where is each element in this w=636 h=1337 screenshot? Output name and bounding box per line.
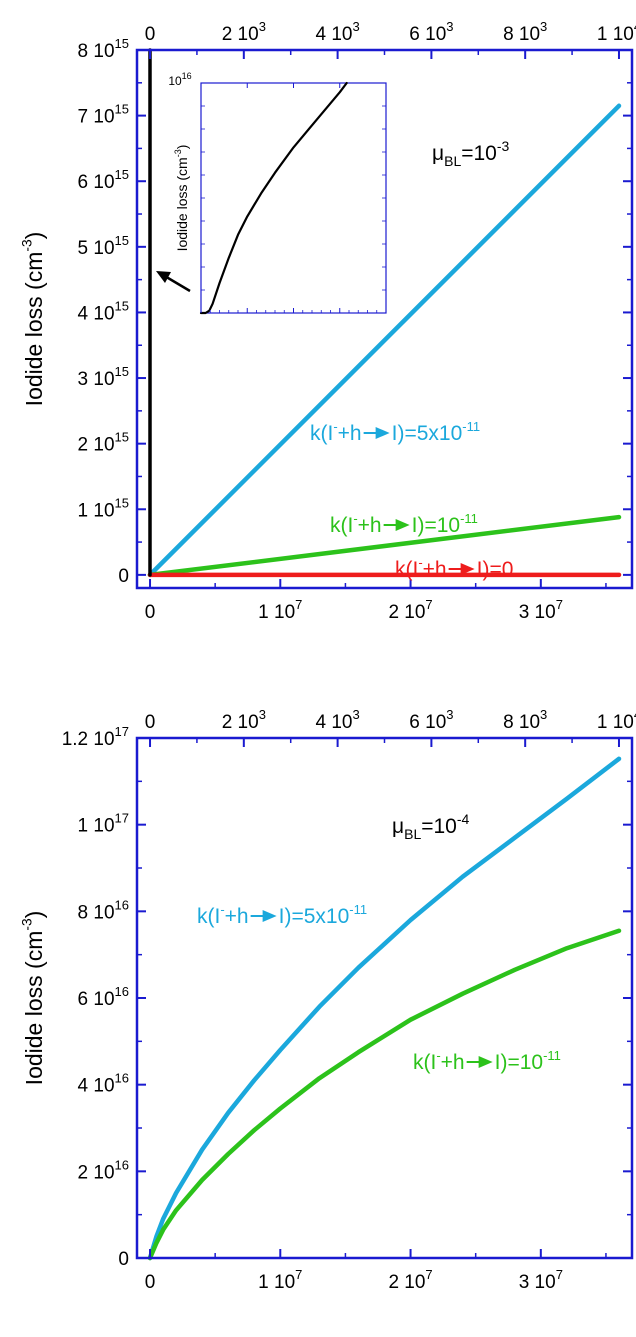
rate-label-left: k(I-+h xyxy=(413,1048,465,1074)
x-tick-label: 2 107 xyxy=(388,1267,432,1293)
y-tick-label: 3 1015 xyxy=(78,364,129,390)
inset-frame xyxy=(200,82,387,314)
top-tick-label: 1 104 xyxy=(597,19,636,45)
x-tick-label: 3 107 xyxy=(519,597,563,623)
mu-label: μBL=10-3 xyxy=(432,138,510,169)
top-tick-label: 2 103 xyxy=(222,707,266,733)
x-tick-label: 0 xyxy=(145,1272,156,1293)
y-tick-label: 4 1015 xyxy=(78,298,129,324)
plot-frame xyxy=(135,736,634,1260)
rate-label-red: k(I-+h I)=0 xyxy=(395,555,513,581)
rate-label-left: k(I-+h xyxy=(395,555,447,581)
x-tick-label: 2 107 xyxy=(388,597,432,623)
x-tick-label: 3 107 xyxy=(519,1267,563,1293)
rate-label-right: I)=10-11 xyxy=(495,1048,561,1074)
inset-series-line xyxy=(199,81,348,315)
rate-label-right: I)=5x10-11 xyxy=(279,902,367,928)
rate-label-left: k(I-+h xyxy=(310,419,362,445)
electrode-annotation xyxy=(156,271,191,293)
top-tick-label: 0 xyxy=(145,24,156,45)
series-line-blue_series xyxy=(147,756,622,1261)
y-tick-label: 8 1016 xyxy=(78,897,129,923)
y-tick-label: 1 1017 xyxy=(78,811,129,837)
y-tick-label: 0 xyxy=(118,1249,129,1270)
top-tick-label: 4 103 xyxy=(315,707,359,733)
y-tick-label: 4 1016 xyxy=(78,1071,129,1097)
top-tick-label: 6 103 xyxy=(409,19,453,45)
top-tick-label: 8 103 xyxy=(503,19,547,45)
rate-label-green: k(I-+h I)=10-11 xyxy=(413,1048,561,1074)
mu-label: μBL=10-4 xyxy=(392,811,470,842)
y-tick-label: 2 1015 xyxy=(78,430,129,456)
top-tick-label: 8 103 xyxy=(503,707,547,733)
rate-label-blue: k(I-+h I)=5x10-11 xyxy=(197,902,367,928)
rate-arrow-icon xyxy=(478,1056,493,1068)
electrode-arrow-icon xyxy=(156,271,171,283)
y-tick-label: 0 xyxy=(118,566,129,587)
y-tick-label: 6 1016 xyxy=(78,984,129,1010)
y-tick-label: 6 1015 xyxy=(78,167,129,193)
y-tick-label: 2 1016 xyxy=(78,1157,129,1183)
y-tick-label: 1.2 1017 xyxy=(62,724,129,750)
y-axis-title: Iodide loss (cm-3) xyxy=(20,911,47,1086)
rate-label-left: k(I-+h xyxy=(330,511,382,537)
rate-label-right: I)=10-11 xyxy=(412,511,478,537)
top-tick-label: 1 104 xyxy=(597,707,636,733)
x-tick-label: 1 107 xyxy=(258,1267,302,1293)
x-tick-label: 1 107 xyxy=(258,597,302,623)
y-tick-label: 7 1015 xyxy=(78,102,129,128)
rate-label-right: I)=5x10-11 xyxy=(392,419,480,445)
y-tick-label: 1 1015 xyxy=(78,495,129,521)
rate-label-blue: k(I-+h I)=5x10-11 xyxy=(310,419,480,445)
top-tick-label: 6 103 xyxy=(409,707,453,733)
rate-arrow-icon xyxy=(460,563,475,575)
inset-y-tick-label-top: 1016 xyxy=(168,71,191,88)
top-tick-label: 4 103 xyxy=(315,19,359,45)
inset-y-axis-title: Iodide loss (cm-3) xyxy=(173,145,190,252)
series-line-green_series xyxy=(147,514,622,578)
rate-arrow-icon xyxy=(395,519,410,531)
rate-label-green: k(I-+h I)=10-11 xyxy=(330,511,478,537)
y-axis-title: Iodide loss (cm-3) xyxy=(20,232,47,407)
y-tick-label: 5 1015 xyxy=(78,233,129,259)
series-line-green_series xyxy=(147,928,622,1261)
x-tick-label: 0 xyxy=(145,602,156,623)
series-line-blue_series xyxy=(147,103,622,578)
rate-arrow-icon xyxy=(262,910,277,922)
y-tick-label: 8 1015 xyxy=(78,36,129,62)
rate-label-left: k(I-+h xyxy=(197,902,249,928)
top-tick-label: 2 103 xyxy=(222,19,266,45)
rate-arrow-icon xyxy=(375,427,390,439)
rate-label-right: I)=0 xyxy=(477,558,514,581)
top-tick-label: 0 xyxy=(145,712,156,733)
